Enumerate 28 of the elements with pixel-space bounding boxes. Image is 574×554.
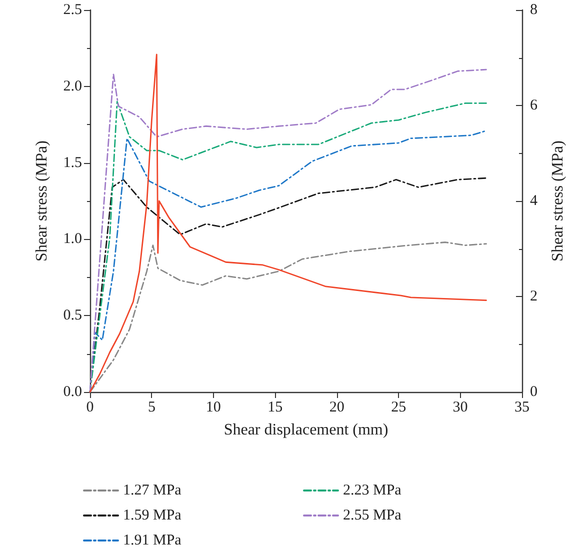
legend-label: 1.91 MPa <box>123 532 182 548</box>
x-axis-title: Shear displacement (mm) <box>224 422 388 438</box>
line-series <box>89 242 487 393</box>
x-tick-label: 35 <box>514 400 530 416</box>
y2-tick-label: 0 <box>530 384 538 400</box>
x-tick-label: 5 <box>148 400 156 416</box>
x-tick-label: 15 <box>268 400 283 416</box>
y-tick-label: 1.5 <box>63 154 82 171</box>
x-tick-label: 30 <box>452 400 468 416</box>
legend-label: 1.27 MPa <box>123 482 182 498</box>
y-tick-label: 0.5 <box>63 308 82 324</box>
y-tick-label: 2.0 <box>63 78 82 94</box>
x-tick-label: 10 <box>206 400 221 416</box>
y-axis-title: Shear stress (MPa) <box>34 140 50 262</box>
x-tick-label: 20 <box>329 400 344 416</box>
y2-tick-label: 8 <box>530 2 538 18</box>
y2-tick-label: 6 <box>530 98 538 114</box>
y2-tick-label: 4 <box>530 193 538 209</box>
y-tick-label: 0.0 <box>63 384 82 400</box>
y-tick-label: 2.5 <box>63 2 82 18</box>
legend-label: 2.55 MPa <box>343 508 402 524</box>
x-tick-label: 25 <box>391 400 406 416</box>
y-tick-label: 1.0 <box>63 231 82 248</box>
y2-axis-title: Shear stress (MPa) <box>550 140 566 262</box>
y2-tick-label: 2 <box>530 288 538 304</box>
x-tick-label: 0 <box>86 400 94 416</box>
legend-label: 2.23 MPa <box>343 482 402 498</box>
legend-label: 1.59 MPa <box>123 508 182 524</box>
